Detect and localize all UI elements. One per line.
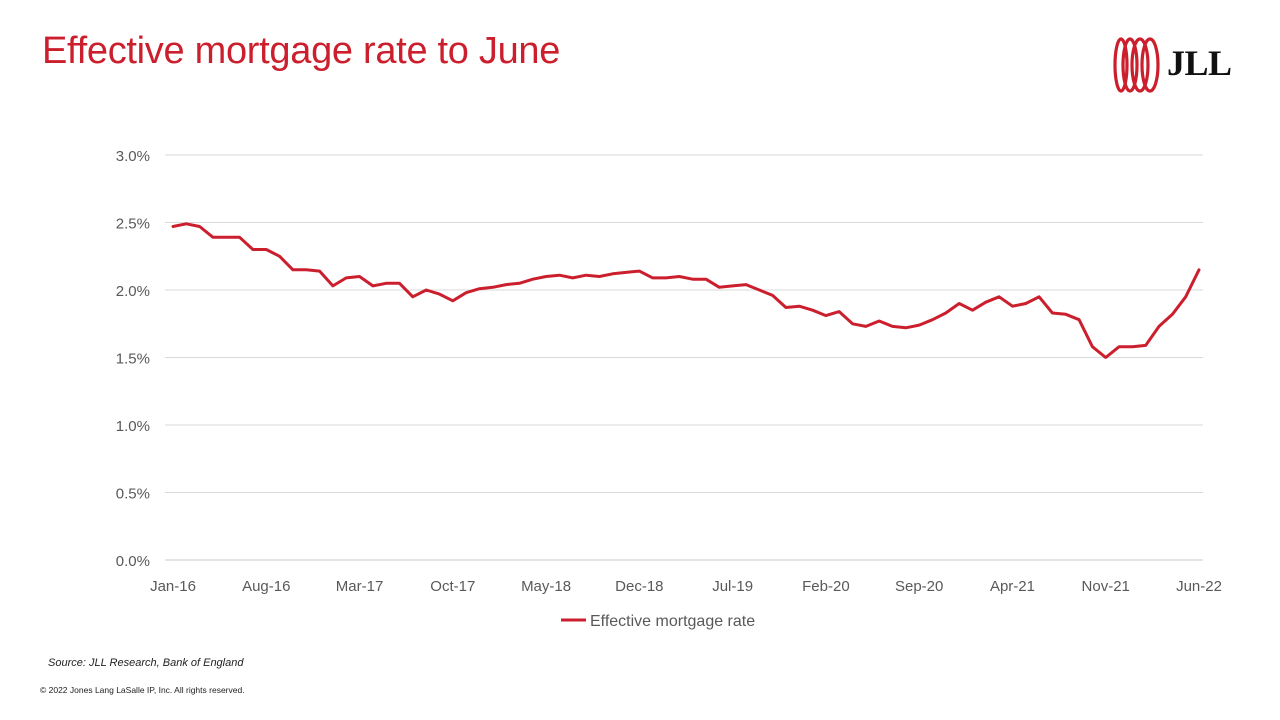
y-tick-label: 3.0% [116,148,150,165]
x-tick-label: Dec-18 [615,578,663,595]
jll-logo: JLL [1112,36,1242,94]
x-tick-label: May-18 [521,578,571,595]
y-tick-label: 1.5% [116,351,150,368]
x-tick-label: Mar-17 [336,578,384,595]
y-tick-label: 2.0% [116,283,150,300]
x-tick-label: Sep-20 [895,578,943,595]
source-note: Source: JLL Research, Bank of England [48,657,244,669]
y-tick-label: 0.0% [116,553,150,570]
logo-text: JLL [1167,43,1232,83]
x-tick-label: Jan-16 [150,578,196,595]
x-tick-label: Aug-16 [242,578,290,595]
x-tick-label: Feb-20 [802,578,850,595]
copyright-note: © 2022 Jones Lang LaSalle IP, Inc. All r… [40,685,245,695]
x-tick-label: Oct-17 [430,578,475,595]
y-tick-label: 1.0% [116,418,150,435]
x-tick-label: Nov-21 [1082,578,1130,595]
y-tick-label: 2.5% [116,216,150,233]
jll-swirl-icon [1113,37,1160,93]
series-line-effective-mortgage-rate [171,222,1201,359]
y-tick-label: 0.5% [116,486,150,503]
x-tick-label: Jul-19 [712,578,753,595]
legend-label: Effective mortgage rate [590,613,755,630]
x-tick-label: Jun-22 [1176,578,1222,595]
page-title: Effective mortgage rate to June [42,30,561,72]
x-tick-label: Apr-21 [990,578,1035,595]
